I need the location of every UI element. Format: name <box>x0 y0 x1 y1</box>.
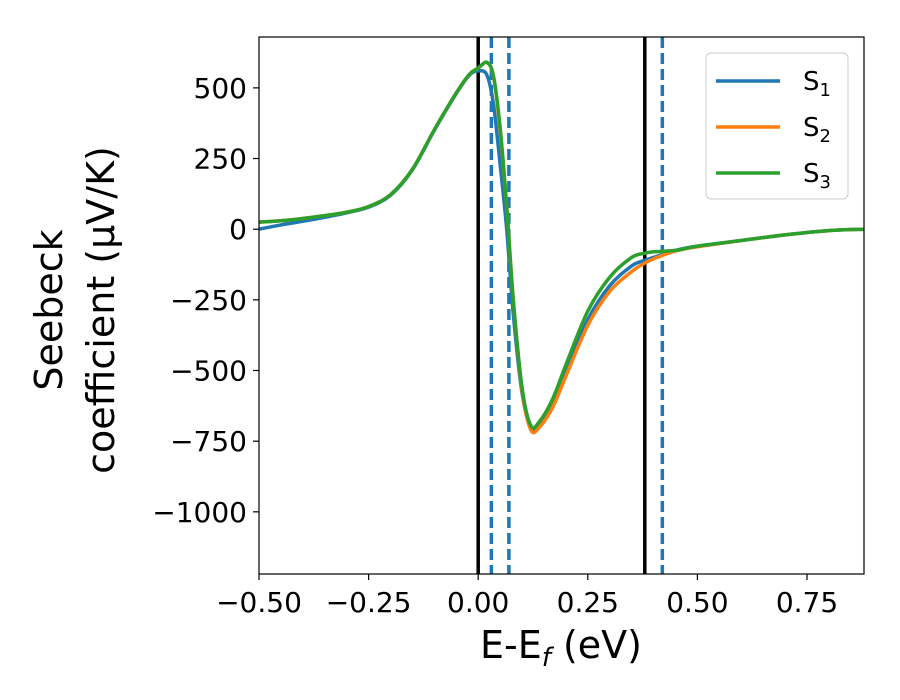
legend-label-s2: S2 <box>803 113 831 147</box>
y-tick-label: −1000 <box>152 496 247 529</box>
vertical-lines <box>476 37 665 574</box>
x-axis-label-main: E-E <box>480 623 542 667</box>
x-tick-label: 0.00 <box>447 586 509 619</box>
legend-label-s1: S1 <box>803 67 831 101</box>
y-tick-label: −750 <box>170 425 247 458</box>
x-tick-label: 0.75 <box>776 586 838 619</box>
x-tick-label: 0.50 <box>666 586 728 619</box>
series-line-s3 <box>259 60 864 430</box>
y-axis-label-line-1: Seebeck <box>27 229 71 390</box>
x-tick-label: −0.25 <box>326 586 412 619</box>
y-tick-label: 250 <box>194 143 247 176</box>
series-lines <box>259 60 864 435</box>
y-axis-label-line-2: coefficient (μV/K) <box>79 146 123 474</box>
y-tick-label: 500 <box>194 72 247 105</box>
legend-label-s3: S3 <box>803 159 831 193</box>
axis-ticks: −0.50 −0.25 0.00 0.25 0.50 0.75 500 250 0 −250 −50… <box>152 72 838 619</box>
legend: S1 S2 S3 <box>705 52 849 200</box>
y-axis-label: Seebeck coefficient (μV/K) <box>27 146 123 474</box>
plot-frame <box>258 36 865 575</box>
x-axis-label: E-Ef (eV) <box>480 623 642 673</box>
y-tick-label: −500 <box>170 355 247 388</box>
y-tick-label: 0 <box>229 213 247 246</box>
x-tick-label: −0.50 <box>216 586 302 619</box>
x-axis-label-unit: (eV) <box>551 623 642 667</box>
x-tick-label: 0.25 <box>557 586 619 619</box>
y-tick-label: −250 <box>170 284 247 317</box>
